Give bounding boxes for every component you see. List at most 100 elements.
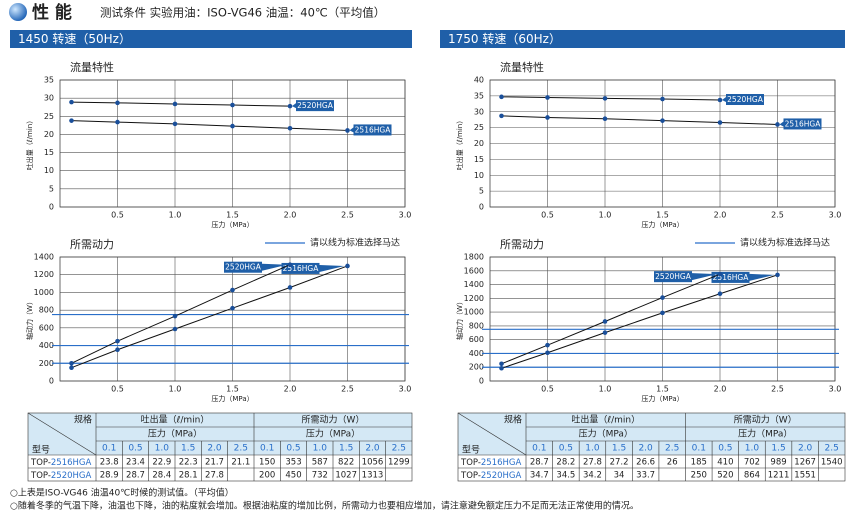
table-pressure: 2.0 — [207, 444, 222, 454]
y-axis-label: 吐出量（ℓ/min） — [455, 117, 464, 170]
header-icon — [9, 3, 27, 21]
model-name: 2516HGA — [481, 458, 522, 468]
series-line — [71, 265, 348, 369]
table-header-bg — [458, 413, 845, 455]
series-tag-label: 2520HGA — [727, 95, 764, 104]
y-tick-label: 600 — [39, 323, 54, 332]
table-value: 34.7 — [530, 471, 549, 481]
table-pressure: 1.5 — [771, 444, 785, 454]
series-tag-pointer — [749, 273, 775, 281]
data-point — [69, 365, 74, 371]
model-prefix: TOP- — [30, 458, 51, 468]
y-tick-label: 5 — [479, 187, 484, 196]
table-pressure: 2.5 — [665, 444, 679, 454]
data-point — [545, 95, 550, 100]
table-value: 989 — [770, 458, 786, 468]
x-tick-label: 2.0 — [714, 385, 727, 394]
table-value: 34.5 — [556, 471, 575, 481]
x-axis-label: 压力（MPa） — [641, 220, 683, 229]
table-value: 520 — [717, 471, 733, 481]
data-point — [115, 347, 120, 353]
y-tick-label: 1600 — [464, 266, 484, 275]
y-tick-label: 200 — [469, 363, 484, 372]
series-line — [501, 274, 778, 369]
data-point — [287, 285, 293, 290]
y-tick-label: 200 — [39, 359, 54, 368]
table-value: 150 — [259, 458, 275, 468]
table-value: 1540 — [821, 458, 843, 468]
series-tag-label: 2516HGA — [355, 125, 392, 134]
series-tag-label: 2520HGA — [655, 272, 692, 281]
data-point — [775, 122, 780, 127]
series-line — [71, 120, 348, 131]
series-line — [71, 101, 291, 107]
data-point — [172, 121, 178, 127]
plot-frame — [489, 79, 836, 208]
x-tick-label: 0.5 — [111, 385, 124, 394]
table-row-model: TOP-2520HGA — [460, 471, 522, 481]
x-tick-label: 2.5 — [341, 385, 354, 394]
table-value: 1267 — [794, 458, 816, 468]
table-value: 28.9 — [100, 471, 119, 481]
series-tag — [353, 124, 392, 136]
table-value: 28.7 — [530, 458, 549, 468]
table-diagonal — [457, 412, 527, 456]
x-tick-label: 1.0 — [169, 385, 182, 394]
x-tick-label: 0.5 — [111, 211, 124, 220]
series-tag-pointer — [292, 103, 296, 109]
y-tick-label: 800 — [39, 306, 54, 315]
y-tick-label: 15 — [474, 155, 484, 164]
table-value: 250 — [691, 471, 707, 481]
table-pressure-header: 压力（MPa） — [738, 428, 792, 440]
x-tick-label: 1.5 — [226, 385, 239, 394]
data-point — [660, 310, 665, 316]
table-value: 23.4 — [126, 458, 145, 468]
table-value: 1056 — [362, 458, 384, 468]
plot-frame — [59, 256, 406, 382]
x-tick-label: 2.5 — [341, 211, 354, 220]
data-point — [602, 96, 608, 101]
x-tick-label: 2.5 — [771, 211, 784, 220]
model-prefix: TOP- — [30, 471, 51, 481]
table-pressure: 1.5 — [612, 444, 626, 454]
y-tick-label: 15 — [44, 148, 54, 157]
data-point — [69, 118, 74, 123]
data-point — [499, 94, 504, 100]
table-value: 1299 — [388, 458, 410, 468]
data-point — [230, 305, 235, 311]
data-point — [230, 287, 235, 293]
table-value: 28.7 — [126, 471, 145, 481]
table-pressure: 1.0 — [585, 444, 600, 454]
y-tick-label: 1000 — [464, 308, 484, 317]
chart-title: 流量特性 — [70, 60, 114, 74]
table-header-bg — [28, 413, 412, 455]
table-value: 864 — [744, 471, 760, 481]
x-tick-label: 3.0 — [829, 211, 842, 220]
table-value: 822 — [338, 458, 354, 468]
table-value: 27.8 — [583, 458, 602, 468]
y-tick-label: 25 — [474, 123, 484, 132]
series-line — [501, 115, 778, 125]
table-value: 450 — [285, 471, 301, 481]
table-value: 200 — [259, 471, 275, 481]
table-model-label: 型号 — [462, 445, 480, 456]
plot-frame — [59, 79, 406, 208]
x-tick-label: 1.5 — [656, 211, 669, 220]
x-tick-label: 1.5 — [226, 211, 239, 220]
data-point — [69, 360, 74, 366]
y-tick-label: 1400 — [464, 280, 484, 289]
data-point — [602, 116, 608, 122]
data-point — [287, 262, 293, 268]
x-tick-label: 0.5 — [541, 385, 554, 394]
data-point — [545, 350, 550, 356]
table-row-model: TOP-2520HGA — [30, 471, 92, 481]
table-group-header: 吐出量（ℓ/min） — [141, 414, 210, 426]
table-row-model: TOP-2516HGA — [460, 458, 522, 468]
table-pressure: 0.1 — [102, 444, 116, 454]
table-value: 1551 — [794, 471, 816, 481]
x-tick-label: 1.0 — [599, 385, 612, 394]
x-tick-label: 1.0 — [599, 211, 612, 220]
table-pressure: 1.0 — [745, 444, 760, 454]
table-value: 33.7 — [636, 471, 655, 481]
